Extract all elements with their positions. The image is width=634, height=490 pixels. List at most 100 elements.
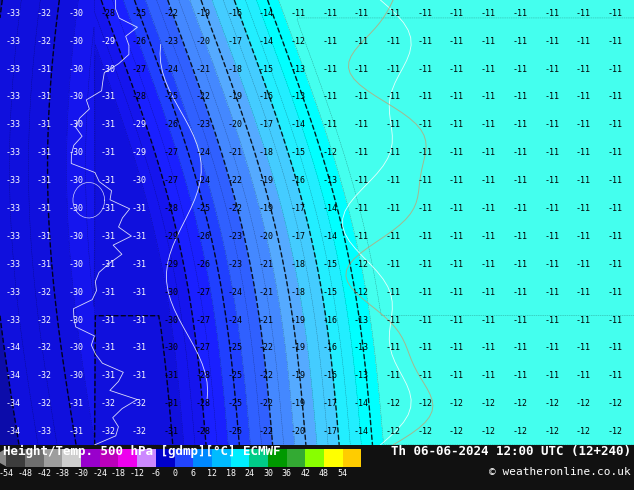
Text: -11: -11 — [385, 176, 401, 185]
Text: -11: -11 — [576, 343, 591, 352]
Text: -33: -33 — [5, 316, 20, 324]
Bar — [249, 448, 268, 466]
Text: -22: -22 — [259, 371, 274, 380]
Text: -30: -30 — [68, 204, 84, 213]
Text: -12: -12 — [417, 399, 432, 408]
Text: -11: -11 — [481, 343, 496, 352]
Text: 0: 0 — [172, 469, 177, 478]
Text: 30: 30 — [263, 469, 273, 478]
Text: -11: -11 — [544, 9, 559, 18]
Text: -11: -11 — [449, 260, 464, 269]
Text: -33: -33 — [5, 9, 20, 18]
Text: -29: -29 — [164, 260, 179, 269]
Text: -25: -25 — [195, 204, 210, 213]
Text: -33: -33 — [37, 427, 52, 436]
Text: -26: -26 — [132, 37, 147, 46]
Bar — [119, 448, 137, 466]
Text: -18: -18 — [111, 469, 126, 478]
Text: -11: -11 — [449, 9, 464, 18]
Bar — [44, 448, 62, 466]
Text: -11: -11 — [417, 204, 432, 213]
Text: -31: -31 — [100, 176, 115, 185]
Text: -11: -11 — [354, 232, 369, 241]
Text: -16: -16 — [227, 9, 242, 18]
Text: -11: -11 — [576, 371, 591, 380]
Text: -27: -27 — [195, 343, 210, 352]
Text: -13: -13 — [290, 65, 306, 74]
Text: -31: -31 — [132, 288, 147, 296]
Text: -31: -31 — [100, 260, 115, 269]
Text: -11: -11 — [385, 343, 401, 352]
Text: -31: -31 — [100, 288, 115, 296]
Text: -54: -54 — [0, 469, 14, 478]
Text: -31: -31 — [164, 427, 179, 436]
Text: -12: -12 — [354, 288, 369, 296]
Text: -33: -33 — [5, 65, 20, 74]
Text: -32: -32 — [37, 371, 52, 380]
Text: -30: -30 — [68, 260, 84, 269]
Text: -11: -11 — [449, 232, 464, 241]
Text: -31: -31 — [100, 148, 115, 157]
Text: -30: -30 — [68, 121, 84, 129]
Text: -11: -11 — [417, 148, 432, 157]
Text: 18: 18 — [226, 469, 236, 478]
Text: -30: -30 — [68, 65, 84, 74]
Text: -11: -11 — [385, 316, 401, 324]
Text: 48: 48 — [319, 469, 329, 478]
Text: -11: -11 — [354, 93, 369, 101]
Bar — [193, 448, 212, 466]
Text: 54: 54 — [338, 469, 347, 478]
Bar — [231, 448, 249, 466]
Text: -11: -11 — [385, 148, 401, 157]
Text: -31: -31 — [37, 204, 52, 213]
Text: -33: -33 — [5, 93, 20, 101]
Text: -11: -11 — [481, 37, 496, 46]
Text: -11: -11 — [449, 37, 464, 46]
Text: -22: -22 — [227, 204, 242, 213]
Text: -11: -11 — [512, 148, 527, 157]
Text: -28: -28 — [195, 427, 210, 436]
Text: -12: -12 — [449, 427, 464, 436]
Text: -11: -11 — [576, 121, 591, 129]
Text: -11: -11 — [322, 9, 337, 18]
Text: -32: -32 — [132, 427, 147, 436]
Text: -11: -11 — [290, 9, 306, 18]
Text: -13: -13 — [354, 316, 369, 324]
Text: -11: -11 — [322, 93, 337, 101]
Text: -27: -27 — [132, 65, 147, 74]
Text: -11: -11 — [449, 343, 464, 352]
Text: -11: -11 — [449, 371, 464, 380]
Text: -13: -13 — [322, 176, 337, 185]
Text: -24: -24 — [93, 469, 107, 478]
Text: -12: -12 — [512, 427, 527, 436]
Text: -32: -32 — [132, 399, 147, 408]
Text: -11: -11 — [481, 93, 496, 101]
Text: -11: -11 — [322, 37, 337, 46]
Text: -19: -19 — [290, 343, 306, 352]
Text: -48: -48 — [18, 469, 32, 478]
Text: -11: -11 — [322, 65, 337, 74]
Text: -11: -11 — [449, 148, 464, 157]
Text: -18: -18 — [290, 260, 306, 269]
Text: -11: -11 — [354, 176, 369, 185]
Text: -11: -11 — [481, 316, 496, 324]
Text: -31: -31 — [37, 65, 52, 74]
Text: -34: -34 — [5, 399, 20, 408]
Text: -11: -11 — [385, 37, 401, 46]
Bar — [324, 448, 343, 466]
Text: -23: -23 — [227, 232, 242, 241]
Text: -24: -24 — [164, 65, 179, 74]
Text: -28: -28 — [164, 204, 179, 213]
Text: -11: -11 — [576, 9, 591, 18]
Text: -11: -11 — [385, 121, 401, 129]
Text: -11: -11 — [481, 232, 496, 241]
Text: -11: -11 — [385, 204, 401, 213]
Text: -12: -12 — [512, 399, 527, 408]
Text: -15: -15 — [259, 65, 274, 74]
Text: -17: -17 — [322, 427, 337, 436]
Text: -30: -30 — [68, 316, 84, 324]
Text: -11: -11 — [385, 260, 401, 269]
Text: -25: -25 — [227, 427, 242, 436]
Text: -11: -11 — [607, 232, 623, 241]
Text: -31: -31 — [37, 176, 52, 185]
